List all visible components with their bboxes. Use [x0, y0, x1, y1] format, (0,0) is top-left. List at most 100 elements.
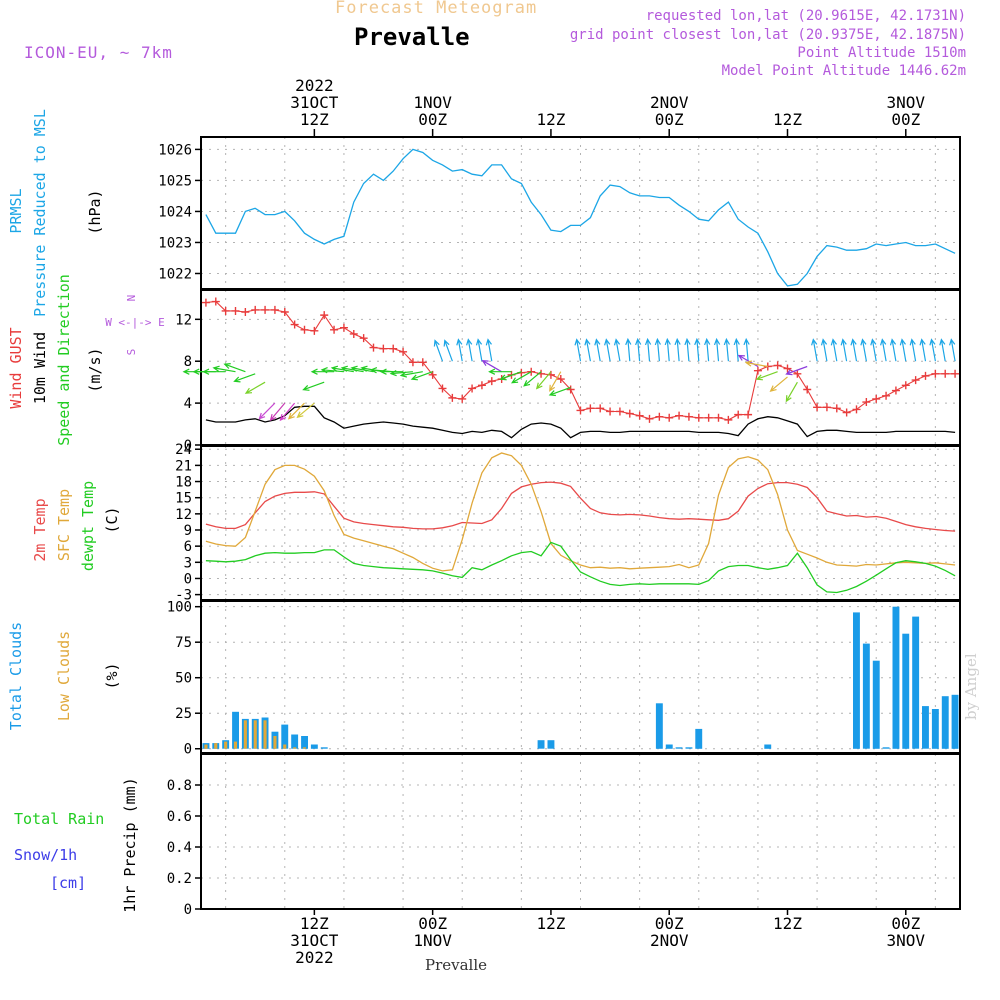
y-tick-label: 0	[184, 902, 192, 918]
gust-marker	[822, 403, 831, 412]
panel-frame	[200, 289, 961, 446]
cloud-total-bar	[655, 703, 663, 749]
temp-2m-line	[205, 481, 956, 532]
y-tick-label: 100	[167, 600, 192, 616]
wind-arrow	[279, 402, 296, 422]
wind-arrow	[523, 371, 542, 387]
y-tick-label: 0.2	[167, 871, 192, 887]
gust-marker	[310, 326, 319, 335]
gust-marker	[606, 407, 615, 416]
y-tick-label: 6	[184, 539, 192, 555]
compass-n: N	[125, 295, 138, 302]
wind-arrow	[584, 338, 591, 362]
cloud-total-bar	[665, 744, 673, 749]
gust-marker	[448, 393, 457, 402]
dewpoint-line	[205, 541, 956, 594]
gust-marker	[862, 398, 871, 407]
gust-marker	[458, 394, 467, 403]
gust-marker	[852, 405, 861, 414]
total-clouds-label: Total Clouds	[7, 622, 25, 730]
y-tick-label: 1022	[158, 266, 192, 282]
wind-arrow	[287, 402, 305, 420]
wind-arrow	[481, 360, 502, 373]
gust-marker	[615, 407, 624, 416]
time-label-bottom: 00Z	[891, 914, 920, 933]
wind-arrow	[466, 338, 473, 362]
y-tick-label: 0.4	[167, 840, 192, 856]
wind-arrow	[604, 338, 611, 362]
gust-marker	[941, 369, 950, 378]
cloud-total-bar	[862, 643, 870, 749]
cloud-total-bar	[675, 747, 683, 749]
gust-marker	[359, 334, 368, 343]
wind-arrow	[880, 338, 887, 362]
wind-label: 10m Wind	[31, 332, 49, 404]
cloud-total-bar	[301, 736, 308, 749]
cloud-total-bar	[291, 734, 299, 749]
snow-unit: [cm]	[50, 874, 86, 892]
gust-marker	[280, 307, 289, 316]
wind-arrow	[830, 338, 838, 362]
time-label-bottom: 00Z	[655, 914, 684, 933]
cloud-low-bar	[253, 720, 257, 749]
rain-legend: Total Rain	[14, 810, 104, 828]
gust-marker	[783, 364, 792, 373]
wind-arrow	[644, 337, 652, 362]
temp-sfc-line	[205, 452, 956, 572]
gust-marker	[231, 306, 240, 315]
cloud-total-bar	[951, 694, 959, 749]
gust-marker	[477, 381, 486, 390]
gust-marker	[270, 305, 279, 314]
model-label: ICON-EU, ~ 7km	[24, 43, 173, 62]
wind-arrow	[654, 337, 662, 362]
gust-marker	[704, 413, 713, 422]
wind-arrow	[929, 338, 936, 362]
time-label-bottom: 31OCT	[290, 931, 339, 950]
wind-arrow	[860, 338, 867, 362]
gust-marker	[566, 385, 575, 394]
gust-marker	[645, 414, 654, 423]
cloud-total-bar	[882, 747, 890, 749]
time-label-bottom: 00Z	[418, 914, 447, 933]
gust-marker	[753, 366, 762, 375]
wind-arrow	[704, 337, 711, 362]
wind-arrow	[785, 381, 798, 403]
gust-marker	[586, 404, 595, 413]
y-tick-label: 50	[175, 671, 192, 687]
temp-unit: (C)	[103, 506, 121, 533]
y-tick-label: 0.6	[167, 809, 192, 825]
wind-arrow	[785, 365, 808, 376]
time-label-bottom: 3NOV	[887, 931, 926, 950]
y-tick-label: 21	[175, 458, 192, 474]
footer-location: Prevalle	[425, 956, 488, 974]
requested-coords: requested lon,lat (20.9615E, 42.1731N)	[645, 8, 966, 24]
snow-legend: Snow/1h	[14, 846, 77, 864]
point-altitude: Point Altitude 1510m	[797, 45, 966, 61]
temp-2m-label: 2m Temp	[31, 498, 49, 561]
gust-marker	[684, 412, 693, 421]
gust-marker	[793, 369, 802, 378]
y-tick-label: 18	[175, 475, 192, 491]
cloud-total-bar	[892, 606, 900, 749]
wind-arrow	[909, 338, 917, 362]
cloud-low-bar	[302, 747, 306, 749]
time-label-top: 1NOV	[413, 93, 452, 112]
gust-marker	[251, 305, 260, 314]
time-label-bottom: 2NOV	[650, 931, 689, 950]
precip-ylabel: 1hr Precip (mm)	[121, 777, 139, 912]
wind-arrow	[594, 338, 601, 362]
y-tick-label: 24	[175, 442, 192, 458]
wind-arrow	[475, 338, 483, 362]
watermark: by Angel	[962, 653, 980, 720]
wind-arrow	[811, 338, 818, 362]
wind-arrow	[743, 337, 750, 362]
gust-marker	[241, 307, 250, 316]
time-label-top: 00Z	[418, 110, 447, 129]
wind-arrow	[635, 337, 642, 362]
y-tick-label: -3	[175, 588, 192, 604]
wind-arrow	[755, 371, 778, 381]
wind-arrow	[320, 367, 344, 374]
wind-speed-line	[205, 405, 956, 439]
time-label-bottom: 12Z	[536, 914, 565, 933]
y-tick-label: 8	[184, 354, 192, 370]
